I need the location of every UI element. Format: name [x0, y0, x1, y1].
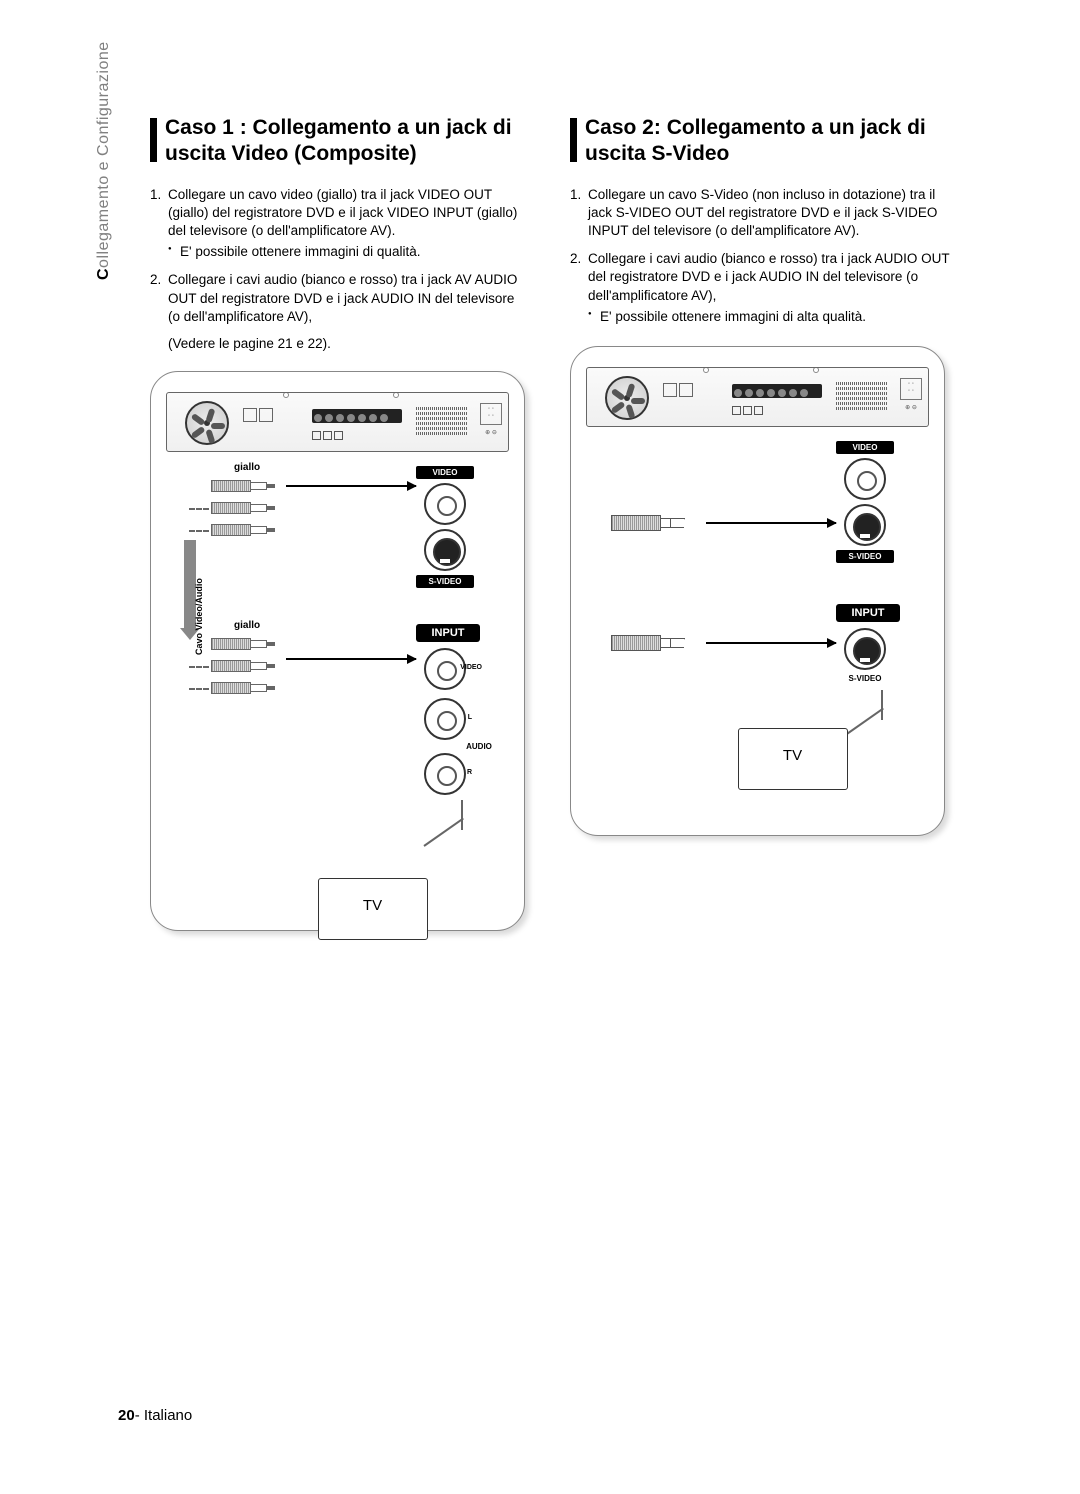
tv-box: TV	[738, 728, 848, 790]
tv-label: TV	[783, 747, 802, 764]
rca-plug-icon	[211, 502, 275, 514]
case1-step1: 1. Collegare un cavo video (giallo) tra …	[150, 186, 530, 262]
svideo-plug-icon	[611, 515, 685, 531]
step-number: 1.	[150, 186, 161, 204]
step-number: 2.	[150, 271, 161, 289]
input-label: INPUT	[836, 604, 900, 622]
footer-language: Italiano	[144, 1407, 192, 1424]
case2-step2: 2. Collegare i cavi audio (bianco e ross…	[570, 250, 950, 326]
svideo-label: S-VIDEO	[836, 550, 894, 563]
case2-title-block: Caso 2: Collegamento a un jack di uscita…	[570, 115, 950, 168]
case2-step1-text: Collegare un cavo S-Video (non incluso i…	[588, 187, 937, 238]
case1-step2: 2. Collegare i cavi audio (bianco e ross…	[150, 271, 530, 326]
connection-arrow-icon	[706, 522, 836, 524]
video-jack-icon	[424, 483, 466, 525]
case1-note: (Vedere le pagine 21 e 22).	[150, 336, 530, 351]
case1-title-block: Caso 1 : Collegamento a un jack di uscit…	[150, 115, 530, 168]
l-label: L	[468, 714, 472, 721]
input-label: INPUT	[416, 624, 480, 642]
sidebar-rest: ollegamento e Configurazione	[95, 41, 112, 268]
giallo-label-bottom: giallo	[234, 620, 260, 631]
page-content: Caso 1 : Collegamento a un jack di uscit…	[150, 115, 950, 931]
case1-title: Caso 1 : Collegamento a un jack di uscit…	[165, 115, 530, 168]
rca-plug-icon	[211, 480, 275, 492]
case2-column: Caso 2: Collegamento a un jack di uscita…	[570, 115, 950, 931]
case1-step1-bullet: E' possibile ottenere immagini di qualit…	[168, 243, 530, 261]
svideo-plug-icon	[611, 635, 685, 651]
rca-plug-icon	[211, 524, 275, 536]
svideo-jack-icon	[424, 529, 466, 571]
input-svideo-jack-icon	[844, 628, 886, 670]
connection-arrow-icon	[286, 658, 416, 660]
video-label: VIDEO	[836, 441, 894, 454]
svideo-jack-icon	[844, 504, 886, 546]
page-number: 20	[118, 1407, 135, 1424]
case2-title: Caso 2: Collegamento a un jack di uscita…	[585, 115, 950, 168]
case2-diagram: ◦ ◦◦ ◦ ⊕ ⊖ VIDEO S-VIDEO INP	[570, 346, 945, 836]
connection-arrow-icon	[706, 642, 836, 644]
connection-arrow-icon	[286, 485, 416, 487]
video-side-label: VIDEO	[460, 664, 482, 671]
case1-diagram: ◦ ◦◦ ◦ ⊕ ⊖ VIDEO S-VIDEO giallo	[150, 371, 525, 931]
video-label: VIDEO	[416, 466, 474, 479]
footer-sep: -	[135, 1407, 144, 1424]
giallo-label-top: giallo	[234, 462, 260, 473]
cable-label-vertical: Cavo Video/Audio	[194, 578, 204, 655]
audio-label: AUDIO	[464, 742, 494, 751]
input-audio-l-jack-icon	[424, 698, 466, 740]
case2-step2-bullet: E' possibile ottenere immagini di alta q…	[588, 308, 950, 326]
sidebar-first-letter: C	[95, 268, 112, 280]
video-jack-group: VIDEO S-VIDEO	[836, 441, 894, 563]
rca-plug-icon	[211, 638, 275, 650]
case1-step1-text: Collegare un cavo video (giallo) tra il …	[168, 187, 517, 238]
input-jack-group: INPUT VIDEO L AUDIO R	[416, 610, 474, 799]
input-jack-group: INPUT S-VIDEO	[836, 590, 894, 683]
sidebar-section-label: Collegamento e Configurazione	[95, 41, 113, 280]
step-number: 1.	[570, 186, 581, 204]
tv-link-line	[423, 818, 463, 847]
case2-step2-text: Collegare i cavi audio (bianco e rosso) …	[588, 251, 949, 302]
dvd-recorder-rear-icon: ◦ ◦◦ ◦ ⊕ ⊖	[166, 392, 509, 452]
case1-step2-text: Collegare i cavi audio (bianco e rosso) …	[168, 272, 517, 323]
title-bar-icon	[570, 118, 577, 162]
rca-plug-icon	[211, 682, 275, 694]
case2-step1: 1. Collegare un cavo S-Video (non inclus…	[570, 186, 950, 241]
step-number: 2.	[570, 250, 581, 268]
tv-label: TV	[363, 897, 382, 914]
title-bar-icon	[150, 118, 157, 162]
video-jack-group: VIDEO S-VIDEO	[416, 466, 474, 588]
rca-plug-icon	[211, 660, 275, 672]
r-label: R	[467, 769, 472, 776]
input-audio-r-jack-icon	[424, 753, 466, 795]
case1-column: Caso 1 : Collegamento a un jack di uscit…	[150, 115, 530, 931]
video-jack-icon	[844, 458, 886, 500]
dvd-recorder-rear-icon: ◦ ◦◦ ◦ ⊕ ⊖	[586, 367, 929, 427]
page-footer: 20- Italiano	[118, 1407, 192, 1424]
svideo-label: S-VIDEO	[416, 575, 474, 588]
svideo-input-label: S-VIDEO	[836, 674, 894, 683]
tv-link-line	[461, 800, 463, 830]
tv-link-line	[843, 708, 883, 737]
tv-link-line	[881, 690, 883, 720]
tv-box: TV	[318, 878, 428, 940]
